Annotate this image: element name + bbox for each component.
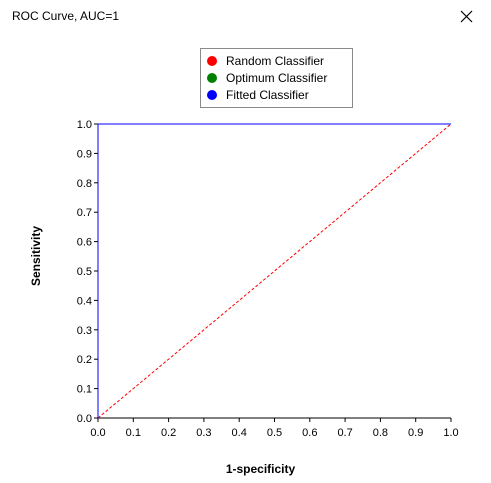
x-tick-label: 0.8 <box>373 427 388 439</box>
y-tick-label: 0.8 <box>77 178 92 190</box>
legend-label-fitted: Fitted Classifier <box>226 88 309 102</box>
x-tick-label: 0.6 <box>302 427 317 439</box>
series-line-random-classifier <box>98 124 451 418</box>
legend-item-random: Random Classifier <box>207 53 324 69</box>
legend-marker-random <box>207 56 217 66</box>
x-tick-label: 0.7 <box>337 427 352 439</box>
chart-legend: Random Classifier Optimum Classifier Fit… <box>200 48 353 108</box>
y-tick-label: 0.4 <box>77 295 92 307</box>
y-axis-title: Sensitivity <box>29 226 43 286</box>
y-tick-label: 0.0 <box>77 413 92 425</box>
legend-label-optimum: Optimum Classifier <box>226 71 327 85</box>
x-tick-label: 0.5 <box>267 427 282 439</box>
x-tick-label: 0.0 <box>90 427 105 439</box>
x-axis-title: 1-specificity <box>226 462 296 476</box>
x-tick-label: 0.9 <box>408 427 423 439</box>
y-tick-label: 0.6 <box>77 237 92 249</box>
x-tick-label: 0.1 <box>126 427 141 439</box>
y-tick-label: 1.0 <box>77 119 92 131</box>
y-tick-label: 0.9 <box>77 148 92 160</box>
y-tick-label: 0.5 <box>77 266 92 278</box>
y-tick-label: 0.1 <box>77 384 92 396</box>
y-tick-label: 0.3 <box>77 325 92 337</box>
legend-marker-fitted <box>207 90 217 100</box>
x-tick-label: 0.2 <box>161 427 176 439</box>
x-tick-label: 1.0 <box>443 427 458 439</box>
x-tick-label: 0.4 <box>232 427 247 439</box>
x-tick-label: 0.3 <box>196 427 211 439</box>
y-tick-label: 0.7 <box>77 207 92 219</box>
legend-marker-optimum <box>207 73 217 83</box>
legend-item-optimum: Optimum Classifier <box>207 70 327 86</box>
legend-label-random: Random Classifier <box>226 54 324 68</box>
legend-item-fitted: Fitted Classifier <box>207 87 309 103</box>
y-tick-label: 0.2 <box>77 354 92 366</box>
